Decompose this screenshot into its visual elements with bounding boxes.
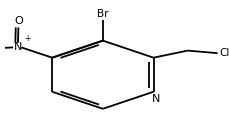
Text: N: N xyxy=(151,94,160,104)
Text: +: + xyxy=(24,34,30,43)
Text: Cl: Cl xyxy=(219,48,229,58)
Text: O: O xyxy=(14,16,23,25)
Text: N: N xyxy=(14,42,22,52)
Text: Br: Br xyxy=(97,9,108,19)
